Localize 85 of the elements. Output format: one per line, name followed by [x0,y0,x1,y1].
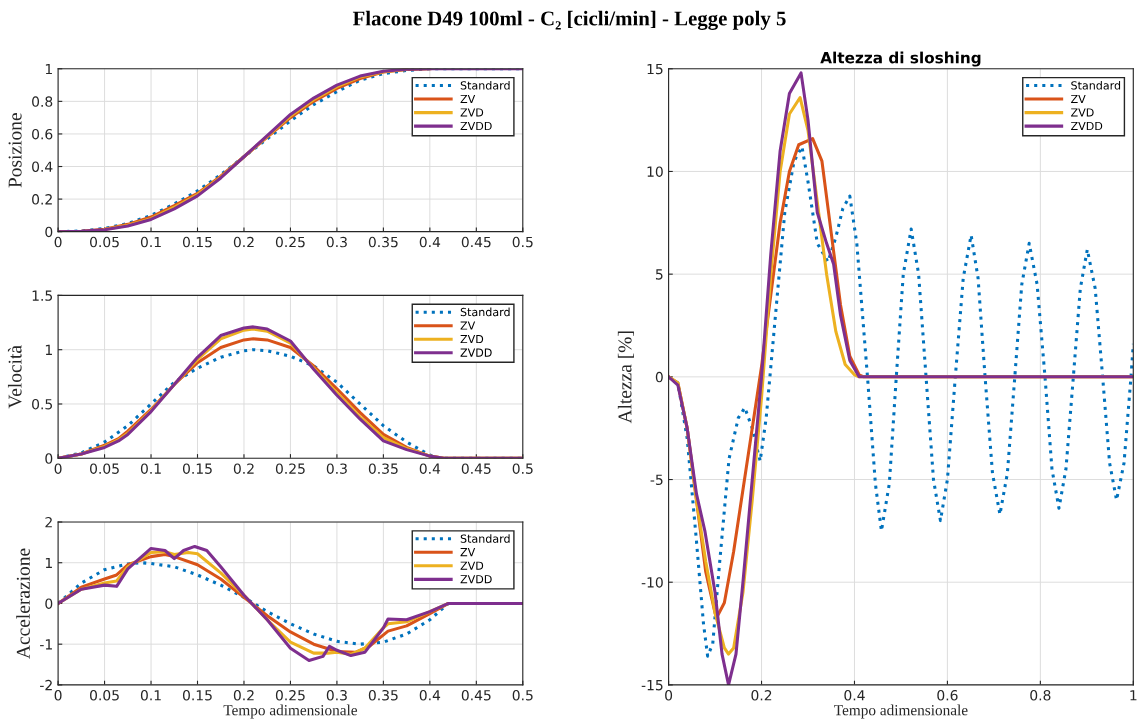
x-tick-label: 0.15 [182,690,212,701]
x-tick-label: 0.25 [275,236,305,248]
y-tick-label: -10 [641,577,663,588]
y-tick-label: 0 [45,453,53,464]
text: Flacone D49 100ml - C₂ [cicli/min] - Legge poly 5 [352,10,786,30]
y-tick-label: -15 [641,680,663,691]
x-tick-label: 0 [665,690,673,701]
x-tick-label: 0.3 [326,463,347,474]
x-tick-label: 0.05 [90,690,119,701]
legend-label: ZV [460,321,476,330]
y-tick-label: 0 [45,226,53,238]
y-tick-label: 0.8 [32,96,53,107]
x-tick-label: 0.25 [275,463,305,474]
x-tick-label: 0.45 [461,236,491,248]
x-tick-label: 0.2 [233,236,254,248]
chart-title: Altezza di sloshing [820,51,981,67]
legend-label: ZVD [460,561,484,570]
legend-label: ZV [460,94,476,103]
x-tick-label: 0.4 [844,690,865,701]
x-tick-label: 0.35 [368,236,398,248]
x-axis-title: Tempo adimensionale [834,704,968,719]
x-tick-label: 0.2 [751,690,772,701]
y-tick-label: 15 [647,63,663,75]
legend-label: ZVDD [460,121,492,131]
y-tick-label: 10 [647,166,663,177]
y-tick-label: 1.5 [32,290,53,301]
x-tick-label: 0.05 [90,236,119,248]
y-tick-label: 0.5 [32,398,53,410]
x-tick-label: 0.1 [140,236,161,248]
y-axis-title: Altezza [%] [617,331,634,424]
y-tick-label: 0 [45,598,53,609]
x-tick-label: 0.15 [182,463,212,474]
legend-label: ZVD [460,108,484,117]
x-tick-label: 0.2 [233,690,254,701]
x-tick-label: 0.4 [419,236,441,248]
x-tick-label: 0.35 [368,690,398,701]
y-axis-title: Accelerazione [16,548,30,659]
legend-label: ZVD [460,335,484,344]
x-tick-label: 0.15 [182,236,212,248]
x-tick-label: 0.1 [140,690,161,701]
legend-label: Standard [1071,81,1121,90]
legend-label: ZVDD [460,575,492,584]
y-tick-label: 2 [45,516,52,528]
y-tick-label: 1 [45,344,52,355]
y-tick-label: 0.6 [32,128,53,140]
x-tick-label: 0.1 [140,463,161,474]
legend-label: ZVDD [1071,121,1103,131]
x-tick-label: 0.4 [419,690,441,701]
x-tick-label: 0.6 [937,690,958,701]
y-axis-title: Posizione [8,113,22,188]
x-tick-label: 0.3 [326,690,347,701]
legend-label: ZVDD [460,348,492,357]
x-tick-label: 0.35 [368,463,398,474]
legend-label: Standard [460,534,510,543]
y-tick-label: 5 [655,269,663,280]
y-tick-label: 1 [45,63,52,75]
y-tick-label: 0.2 [32,194,52,205]
legend-label: Standard [460,81,510,90]
x-tick-label: 1 [1130,690,1137,701]
x-tick-label: 0.45 [461,463,491,474]
x-tick-label: 0.25 [275,690,305,701]
x-tick-label: 0.5 [512,463,533,474]
y-axis-title: Velocità [7,345,22,409]
y-tick-label: 1 [45,557,52,569]
legend-label: ZV [1071,94,1086,103]
x-tick-label: 0.4 [419,463,441,474]
y-tick-label: -2 [40,679,52,691]
x-tick-label: 0.3 [326,236,347,248]
x-tick-label: 0 [54,463,62,474]
x-tick-label: 0 [54,236,62,248]
y-tick-label: 0 [655,371,663,383]
legend-label: ZVD [1071,108,1094,117]
y-tick-label: 0.4 [32,161,53,172]
legend-label: ZV [460,548,476,557]
legend-label: Standard [460,307,510,317]
x-tick-label: 0.5 [512,690,533,701]
x-tick-label: 0.5 [512,236,533,248]
x-tick-label: 0.2 [233,463,254,474]
y-tick-label: -5 [650,474,663,485]
x-tick-label: 0.45 [461,690,491,701]
x-axis-title: Tempo adimensionale [223,704,358,719]
x-tick-label: 0.8 [1030,690,1051,701]
x-tick-label: 0.05 [90,463,119,474]
x-tick-label: 0 [54,690,62,701]
y-tick-label: -1 [40,639,52,650]
